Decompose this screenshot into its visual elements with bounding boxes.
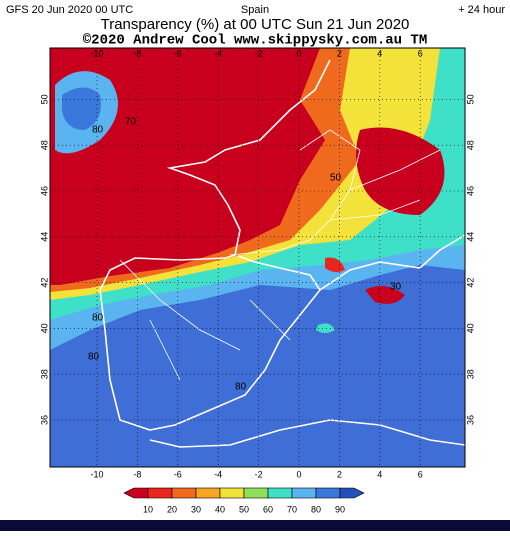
lon-tick-label: -8 — [133, 469, 141, 479]
field — [325, 257, 345, 273]
border — [119, 259, 291, 381]
colorbar-swatch — [195, 487, 221, 499]
lon-tick-label: 2 — [337, 48, 342, 58]
lon-tick-label: -6 — [174, 48, 182, 58]
colorbar-swatch — [267, 487, 293, 499]
colorbar-swatch — [147, 487, 173, 499]
field — [365, 286, 405, 304]
border — [229, 129, 441, 256]
map-frame — [49, 47, 466, 468]
lat-tick-label: 46 — [465, 186, 475, 196]
credit: ©2020 Andrew Cool www.skippysky.com.au T… — [83, 33, 427, 49]
lat-tick-label: 44 — [465, 232, 475, 242]
lat-tick-label: 46 — [39, 186, 49, 196]
lon-tick-label: 6 — [418, 48, 423, 58]
lon-tick-label: -6 — [174, 469, 182, 479]
lon-tick-label: -8 — [133, 48, 141, 58]
lat-tick-label: 44 — [39, 232, 49, 242]
colorbar-swatch — [315, 487, 341, 499]
lat-tick-label: 40 — [39, 323, 49, 333]
coastline — [149, 419, 465, 448]
lon-tick-label: -10 — [90, 469, 103, 479]
colorbar-label: 20 — [167, 504, 177, 514]
colorbar-swatch — [219, 487, 245, 499]
lat-tick-label: 42 — [465, 278, 475, 288]
colorbar-swatch — [243, 487, 269, 499]
contour-label: 30 — [390, 282, 402, 293]
coastline — [99, 59, 331, 291]
lon-tick-label: -2 — [255, 469, 263, 479]
coastline — [319, 234, 465, 291]
colorbar-label: 50 — [239, 504, 249, 514]
colorbar-label: 40 — [215, 504, 225, 514]
lon-tick-label: 4 — [377, 469, 382, 479]
contour-label: 50 — [330, 173, 342, 184]
lat-tick-label: 38 — [465, 369, 475, 379]
map-area: 80 70 80 30 50 80 80 -10 -10 -8 -8 -6 -6 -4 -4 -… — [39, 47, 475, 479]
colorbar-swatch — [291, 487, 317, 499]
lead-label: + 24 hour — [458, 4, 505, 16]
colorbar-label: 80 — [311, 504, 321, 514]
lat-tick-label: 50 — [39, 94, 49, 104]
footer-bar — [0, 520, 510, 531]
contour-label: 80 — [92, 125, 104, 136]
lon-tick-label: -4 — [214, 48, 222, 58]
contour-label: 70 — [125, 117, 137, 128]
lat-tick-label: 36 — [465, 415, 475, 425]
colorbar-swatch — [339, 487, 365, 499]
colorbar: 10 20 30 40 50 60 70 80 90 — [123, 487, 365, 514]
contour-label: 80 — [88, 352, 100, 363]
field — [356, 127, 445, 215]
lon-tick-label: 0 — [296, 48, 301, 58]
run-label: GFS 20 Jun 2020 00 UTC — [6, 4, 133, 16]
lat-tick-label: 38 — [39, 369, 49, 379]
lat-tick-label: 42 — [39, 278, 49, 288]
field — [62, 87, 101, 130]
colorbar-swatch — [171, 487, 197, 499]
lat-tick-label: 36 — [39, 415, 49, 425]
lat-tick-label: 40 — [465, 323, 475, 333]
colorbar-label: 90 — [335, 504, 345, 514]
field — [50, 48, 325, 285]
region-label: Spain — [241, 4, 269, 16]
lon-tick-label: 4 — [377, 48, 382, 58]
coastline — [99, 255, 321, 431]
lon-tick-label: 0 — [296, 469, 301, 479]
lon-tick-label: -4 — [214, 469, 222, 479]
colorbar-label: 10 — [143, 504, 153, 514]
map-title: Transparency (%) at 00 UTC Sun 21 Jun 20… — [101, 16, 410, 33]
lat-tick-label: 48 — [465, 140, 475, 150]
lon-tick-label: -2 — [255, 48, 263, 58]
field — [316, 323, 335, 333]
lat-tick-label: 48 — [39, 140, 49, 150]
colorbar-label: 30 — [191, 504, 201, 514]
lon-tick-label: -10 — [90, 48, 103, 58]
coastline — [99, 59, 465, 448]
lon-tick-label: 6 — [418, 469, 423, 479]
colorbar-label: 70 — [287, 504, 297, 514]
contour-label: 80 — [92, 313, 104, 324]
colorbar-label: 60 — [263, 504, 273, 514]
lat-tick-label: 50 — [465, 94, 475, 104]
contour-label: 80 — [235, 382, 247, 393]
lon-tick-label: 2 — [337, 469, 342, 479]
